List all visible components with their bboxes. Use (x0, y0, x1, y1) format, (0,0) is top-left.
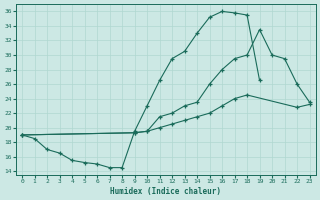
X-axis label: Humidex (Indice chaleur): Humidex (Indice chaleur) (110, 187, 221, 196)
